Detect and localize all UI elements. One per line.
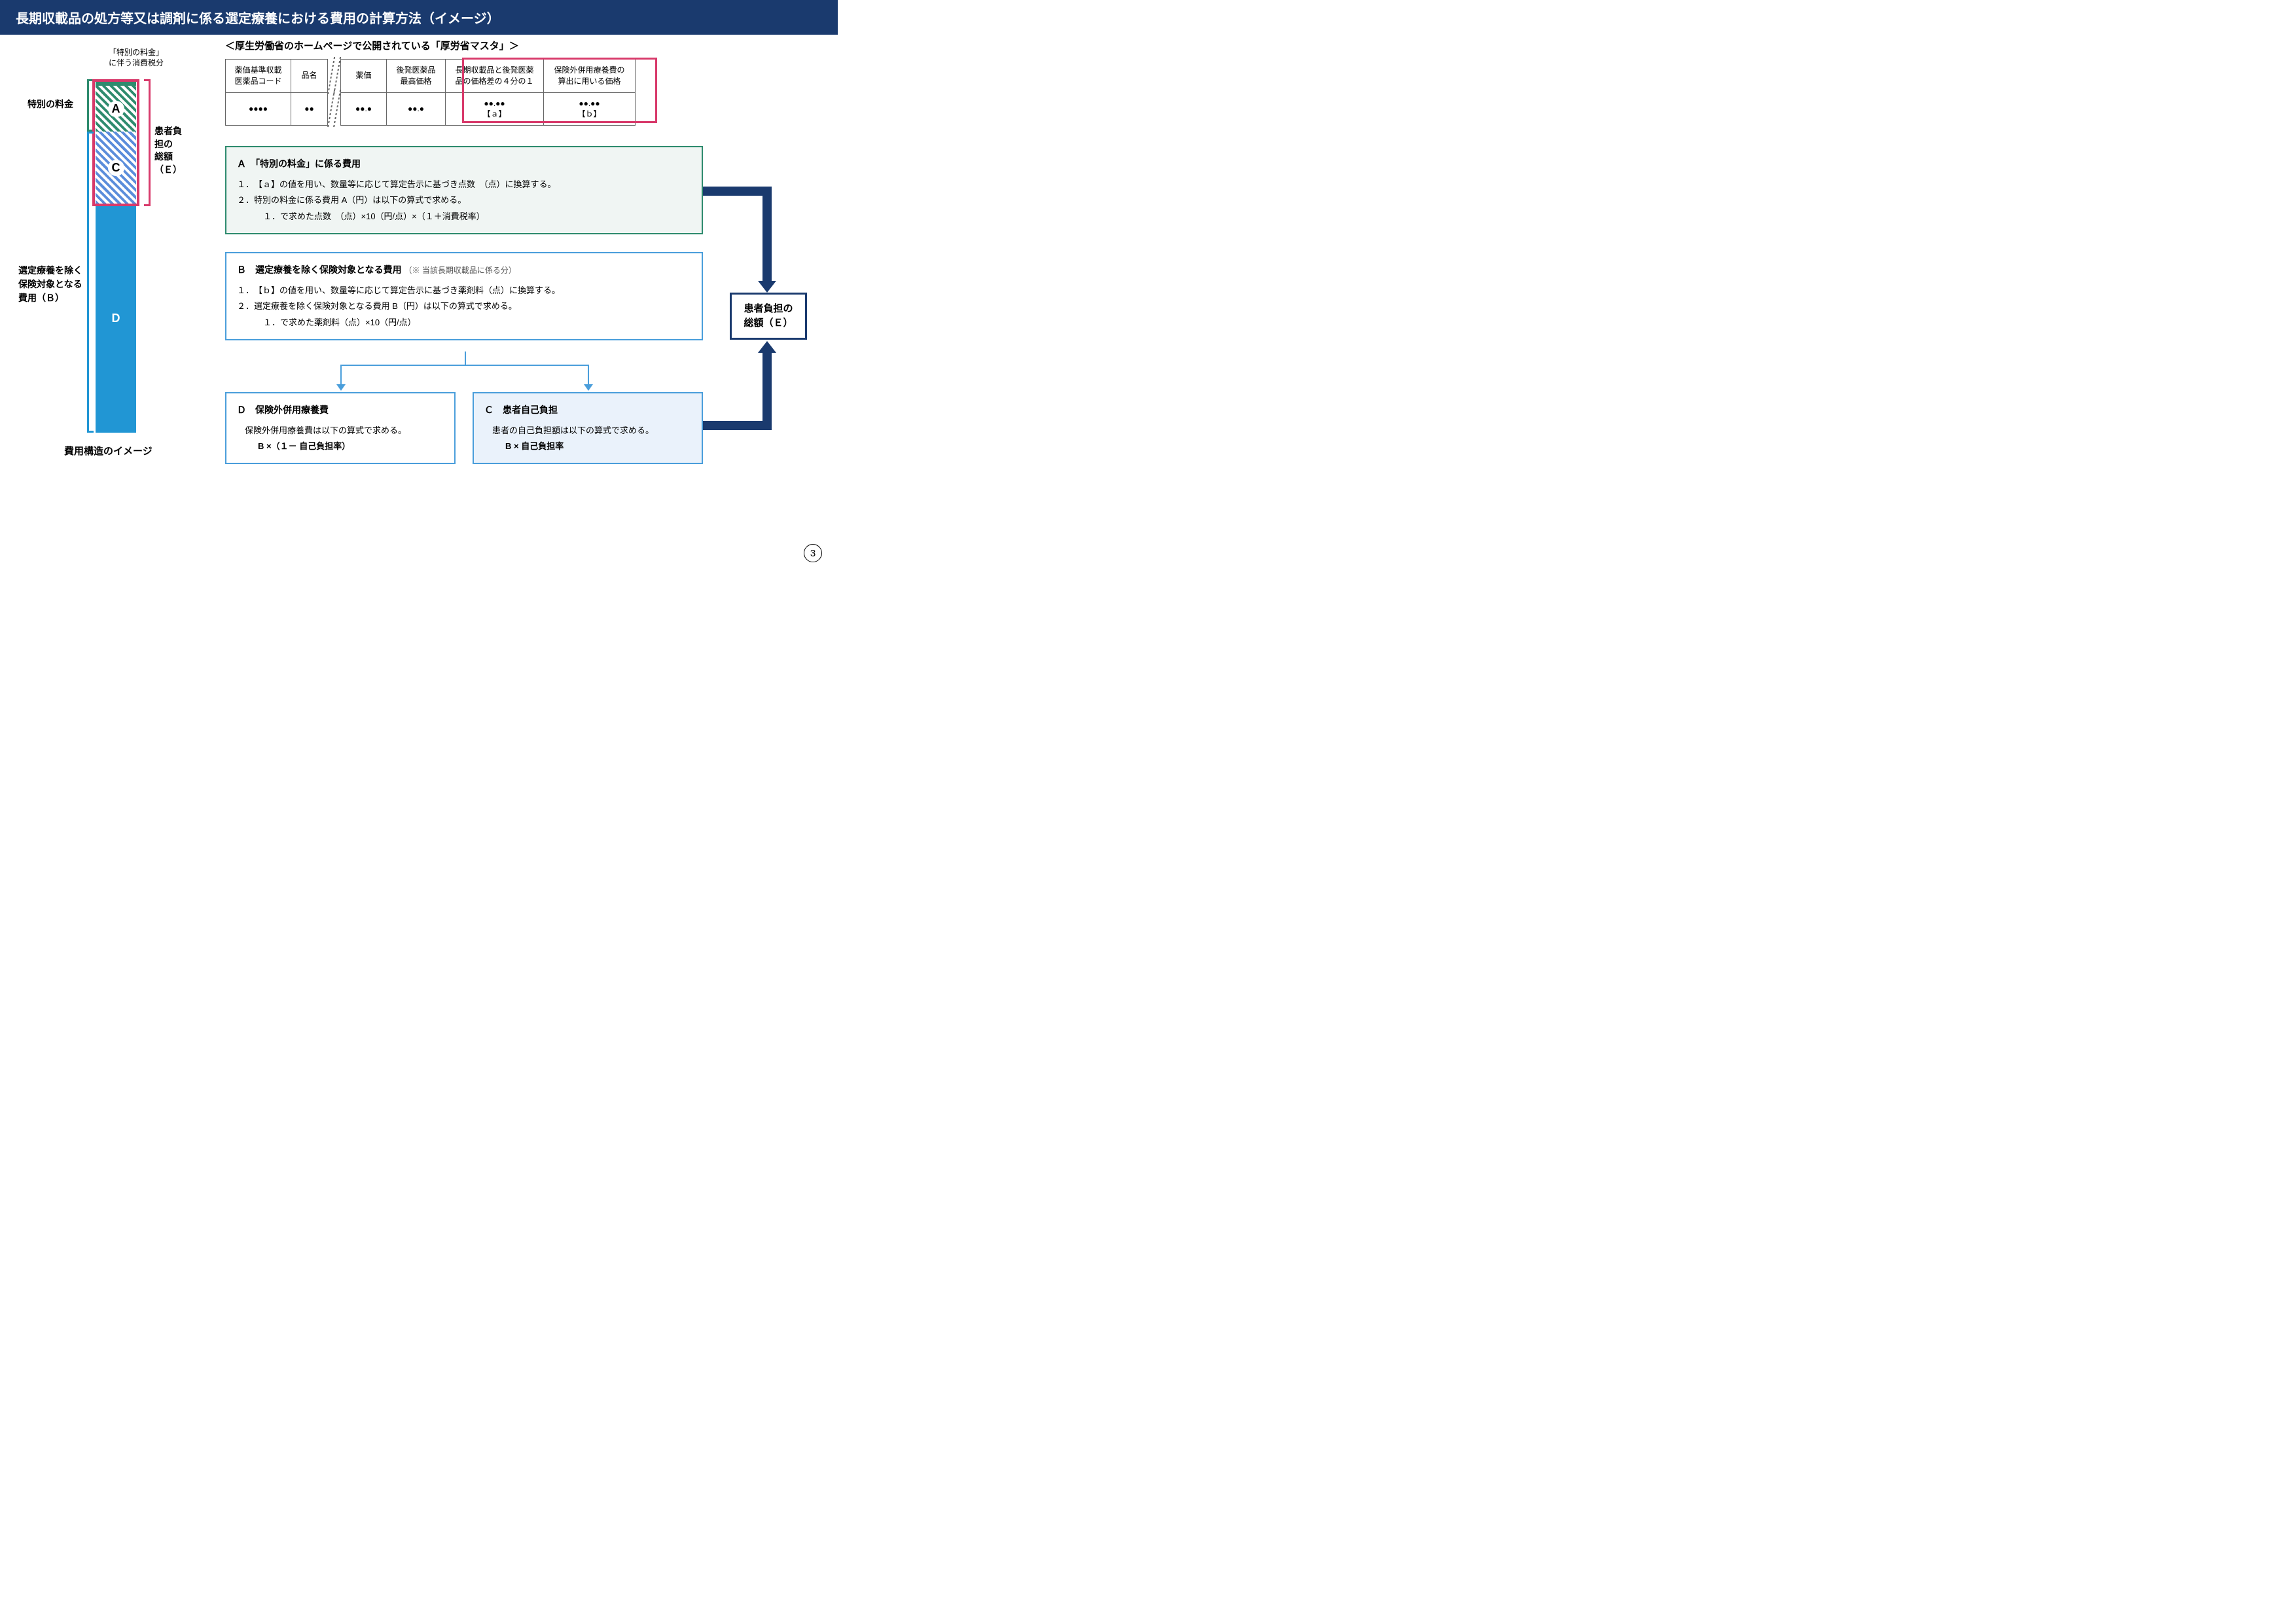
box-b-line1: １． 【ｂ】の値を用い、数量等に応じて算定告示に基づき薬剤料（点）に換算する。 <box>237 283 691 299</box>
master-heading: ＜厚生労働省のホームページで公開されている「厚労省マスタ」＞ <box>225 39 818 52</box>
th-price: 薬価 <box>341 60 387 93</box>
th-generic: 後発医薬品 最高価格 <box>387 60 446 93</box>
box-a-line1: １． 【ａ】の値を用い、数量等に応じて算定告示に基づき点数 （点）に換算する。 <box>237 177 691 193</box>
arrow-c-v <box>762 352 772 430</box>
tax-note: 「特別の料金」 に伴う消費税分 <box>97 48 175 68</box>
box-b-line2: ２．選定療養を除く保険対象となる費用 B（円）は以下の算式で求める。 <box>237 298 691 315</box>
box-a-line2: ２．特別の料金に係る費用 A（円）は以下の算式で求める。 <box>237 192 691 209</box>
box-b: Ｂ 選定療養を除く保険対象となる費用 （※ 当該長期収載品に係る分） １． 【ｂ… <box>225 252 703 340</box>
right-column: ＜厚生労働省のホームページで公開されている「厚労省マスタ」＞ 薬価基準収載 医薬… <box>209 39 818 126</box>
arrow-a-h <box>703 187 762 196</box>
box-a-line3: １．で求めた点数 （点）×10（円/点）×（１＋消費税率） <box>237 209 691 225</box>
bar-caption: 費用構造のイメージ <box>64 444 152 458</box>
th-name: 品名 <box>291 60 328 93</box>
table-ellipsis <box>328 60 341 93</box>
bracket-patient-total <box>144 79 151 206</box>
label-patient-total: 患者負担の 総額（Ｅ） <box>154 125 188 176</box>
bracket-insurance <box>87 132 94 433</box>
connector-to-d <box>340 365 342 384</box>
td-code: ●●●● <box>226 92 291 126</box>
box-d-line1: 保険外併用療養費は以下の算式で求める。 <box>237 423 444 439</box>
highlight-box-ac <box>92 79 139 206</box>
arrow-a-head-icon <box>758 281 776 293</box>
arrow-c-h <box>703 421 762 430</box>
label-special-fee: 特別の料金 <box>27 98 73 111</box>
master-table: 薬価基準収載 医薬品コード 品名 薬価 後発医薬品 最高価格 長期収載品と後発医… <box>225 59 636 126</box>
arrow-c-head-icon <box>758 341 776 353</box>
box-b-line3: １．で求めた薬剤料（点）×10（円/点） <box>237 315 691 331</box>
table-ellipsis <box>328 92 341 126</box>
td-generic: ●●.● <box>387 92 446 126</box>
th-calc-price: 保険外併用療養費の 算出に用いる価格 <box>544 60 636 93</box>
connector-to-c <box>588 365 589 384</box>
th-code: 薬価基準収載 医薬品コード <box>226 60 291 93</box>
segment-d: D <box>96 204 136 433</box>
td-name: ●● <box>291 92 328 126</box>
box-c-line1: 患者の自己負担額は以下の算式で求める。 <box>484 423 691 439</box>
td-a: ●●.●● 【ａ】 <box>446 92 544 126</box>
box-e: 患者負担の 総額（Ｅ） <box>730 293 807 340</box>
content-area: 「特別の料金」 に伴う消費税分 A C D 特別の料金 患者負担の 総額（Ｅ） … <box>0 35 838 571</box>
page-number: 3 <box>804 544 822 562</box>
box-d-line2: B ×（１－ 自己負担率） <box>237 439 444 455</box>
arrow-to-d-icon <box>336 384 346 391</box>
page-title-bar: 長期収載品の処方等又は調剤に係る選定療養における費用の計算方法（イメージ） <box>0 0 838 35</box>
box-d: Ｄ 保険外併用療養費 保険外併用療養費は以下の算式で求める。 B ×（１－ 自己… <box>225 392 456 464</box>
connector-b-split <box>340 365 589 366</box>
arrow-a-v <box>762 187 772 282</box>
box-c-title: Ｃ 患者自己負担 <box>484 401 691 419</box>
page-title: 長期収載品の処方等又は調剤に係る選定療養における費用の計算方法（イメージ） <box>16 12 500 26</box>
box-c-line2: B × 自己負担率 <box>484 439 691 455</box>
td-b: ●●.●● 【ｂ】 <box>544 92 636 126</box>
td-price: ●●.● <box>341 92 387 126</box>
box-a-title: Ａ 「特別の料金」に係る費用 <box>237 155 691 173</box>
connector-b-down <box>465 352 466 365</box>
box-b-title: Ｂ 選定療養を除く保険対象となる費用 （※ 当該長期収載品に係る分） <box>237 261 691 279</box>
box-d-title: Ｄ 保険外併用療養費 <box>237 401 444 419</box>
master-table-wrapper: 薬価基準収載 医薬品コード 品名 薬価 後発医薬品 最高価格 長期収載品と後発医… <box>209 59 818 126</box>
box-a: Ａ 「特別の料金」に係る費用 １． 【ａ】の値を用い、数量等に応じて算定告示に基… <box>225 146 703 234</box>
arrow-to-c-icon <box>584 384 593 391</box>
label-insurance-b: 選定療養を除く保険対象となる費用（Ｂ） <box>18 264 84 305</box>
th-quarter: 長期収載品と後発医薬 品の価格差の４分の１ <box>446 60 544 93</box>
box-c: Ｃ 患者自己負担 患者の自己負担額は以下の算式で求める。 B × 自己負担率 <box>473 392 703 464</box>
